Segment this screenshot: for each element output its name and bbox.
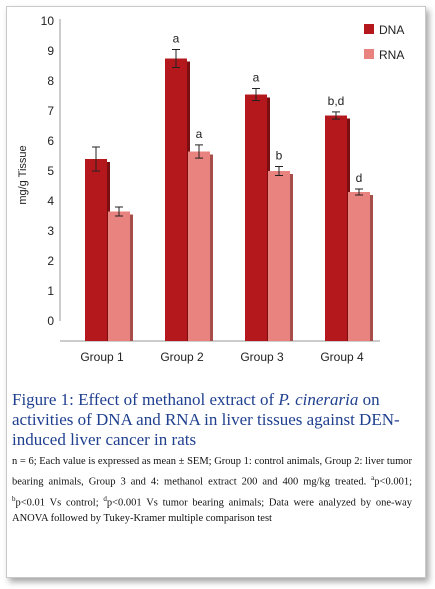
y-axis-title: mg/g Tissue [17, 145, 29, 204]
caption-sup-a: a [371, 474, 375, 482]
caption-note-text-2: p<0.001; [374, 476, 412, 488]
caption-title-text-1: Figure 1: Effect of methanol extract of [12, 390, 279, 409]
rna-bar-side [210, 154, 213, 341]
rna-bar-side [290, 174, 293, 341]
y-tick-label: 1 [47, 284, 54, 298]
rna-bar [348, 192, 370, 341]
y-tick-label: 9 [47, 44, 54, 58]
figure-caption: Figure 1: Effect of methanol extract of … [12, 390, 412, 527]
rna-bar-side [370, 195, 373, 341]
rna-bar [188, 151, 210, 341]
dna-bar [245, 94, 267, 341]
caption-note: n = 6; Each value is expressed as mean ±… [12, 454, 412, 527]
x-category-label: Group 3 [240, 350, 284, 364]
legend-swatch-dna [364, 24, 374, 34]
y-tick-label: 3 [47, 224, 54, 238]
dna-bar [325, 115, 347, 341]
y-tick-label: 2 [47, 254, 54, 268]
x-category-label: Group 1 [80, 350, 124, 364]
legend-label-rna: RNA [379, 48, 404, 62]
dna-bar [165, 58, 187, 341]
caption-sup-b: b [12, 494, 16, 503]
caption-title-species: P. cineraria [278, 390, 359, 409]
y-tick-label: 10 [41, 14, 55, 28]
rna-bar [108, 211, 130, 341]
caption-note-text-1: n = 6; Each value is expressed as mean ±… [12, 456, 412, 488]
rna-bar-side [130, 214, 133, 341]
x-category-label: Group 4 [320, 350, 364, 364]
caption-sup-d: d [103, 494, 107, 503]
y-tick-label: 0 [47, 314, 54, 328]
significance-label: b,d [328, 94, 345, 108]
legend-swatch-rna [364, 49, 374, 59]
significance-label: a [253, 71, 260, 85]
caption-title: Figure 1: Effect of methanol extract of … [12, 390, 412, 450]
significance-label: a [173, 32, 180, 46]
y-tick-label: 6 [47, 134, 54, 148]
y-tick-label: 5 [47, 164, 54, 178]
y-tick-label: 4 [47, 194, 54, 208]
bar-chart: 0 1 2 3 4 5 6 7 8 9 10 mg/g Tissue Group 1 Group 2 a a G… [17, 14, 404, 364]
caption-title-text-2: on activities of DNA and RNA in liver ti… [12, 390, 400, 449]
significance-label: b [276, 149, 283, 163]
significance-label: a [196, 127, 203, 141]
rna-bar [268, 171, 290, 341]
caption-note-text-3: p<0.01 Vs control; [15, 497, 104, 508]
dna-bar [85, 159, 107, 341]
caption-note-text-4: p<0.001 Vs tumor bearing animals; Data w… [12, 497, 412, 524]
y-tick-label: 8 [47, 74, 54, 88]
legend-label-dna: DNA [379, 23, 404, 37]
y-tick-label: 7 [47, 104, 54, 118]
significance-label: d [356, 171, 363, 185]
x-category-label: Group 2 [160, 350, 204, 364]
